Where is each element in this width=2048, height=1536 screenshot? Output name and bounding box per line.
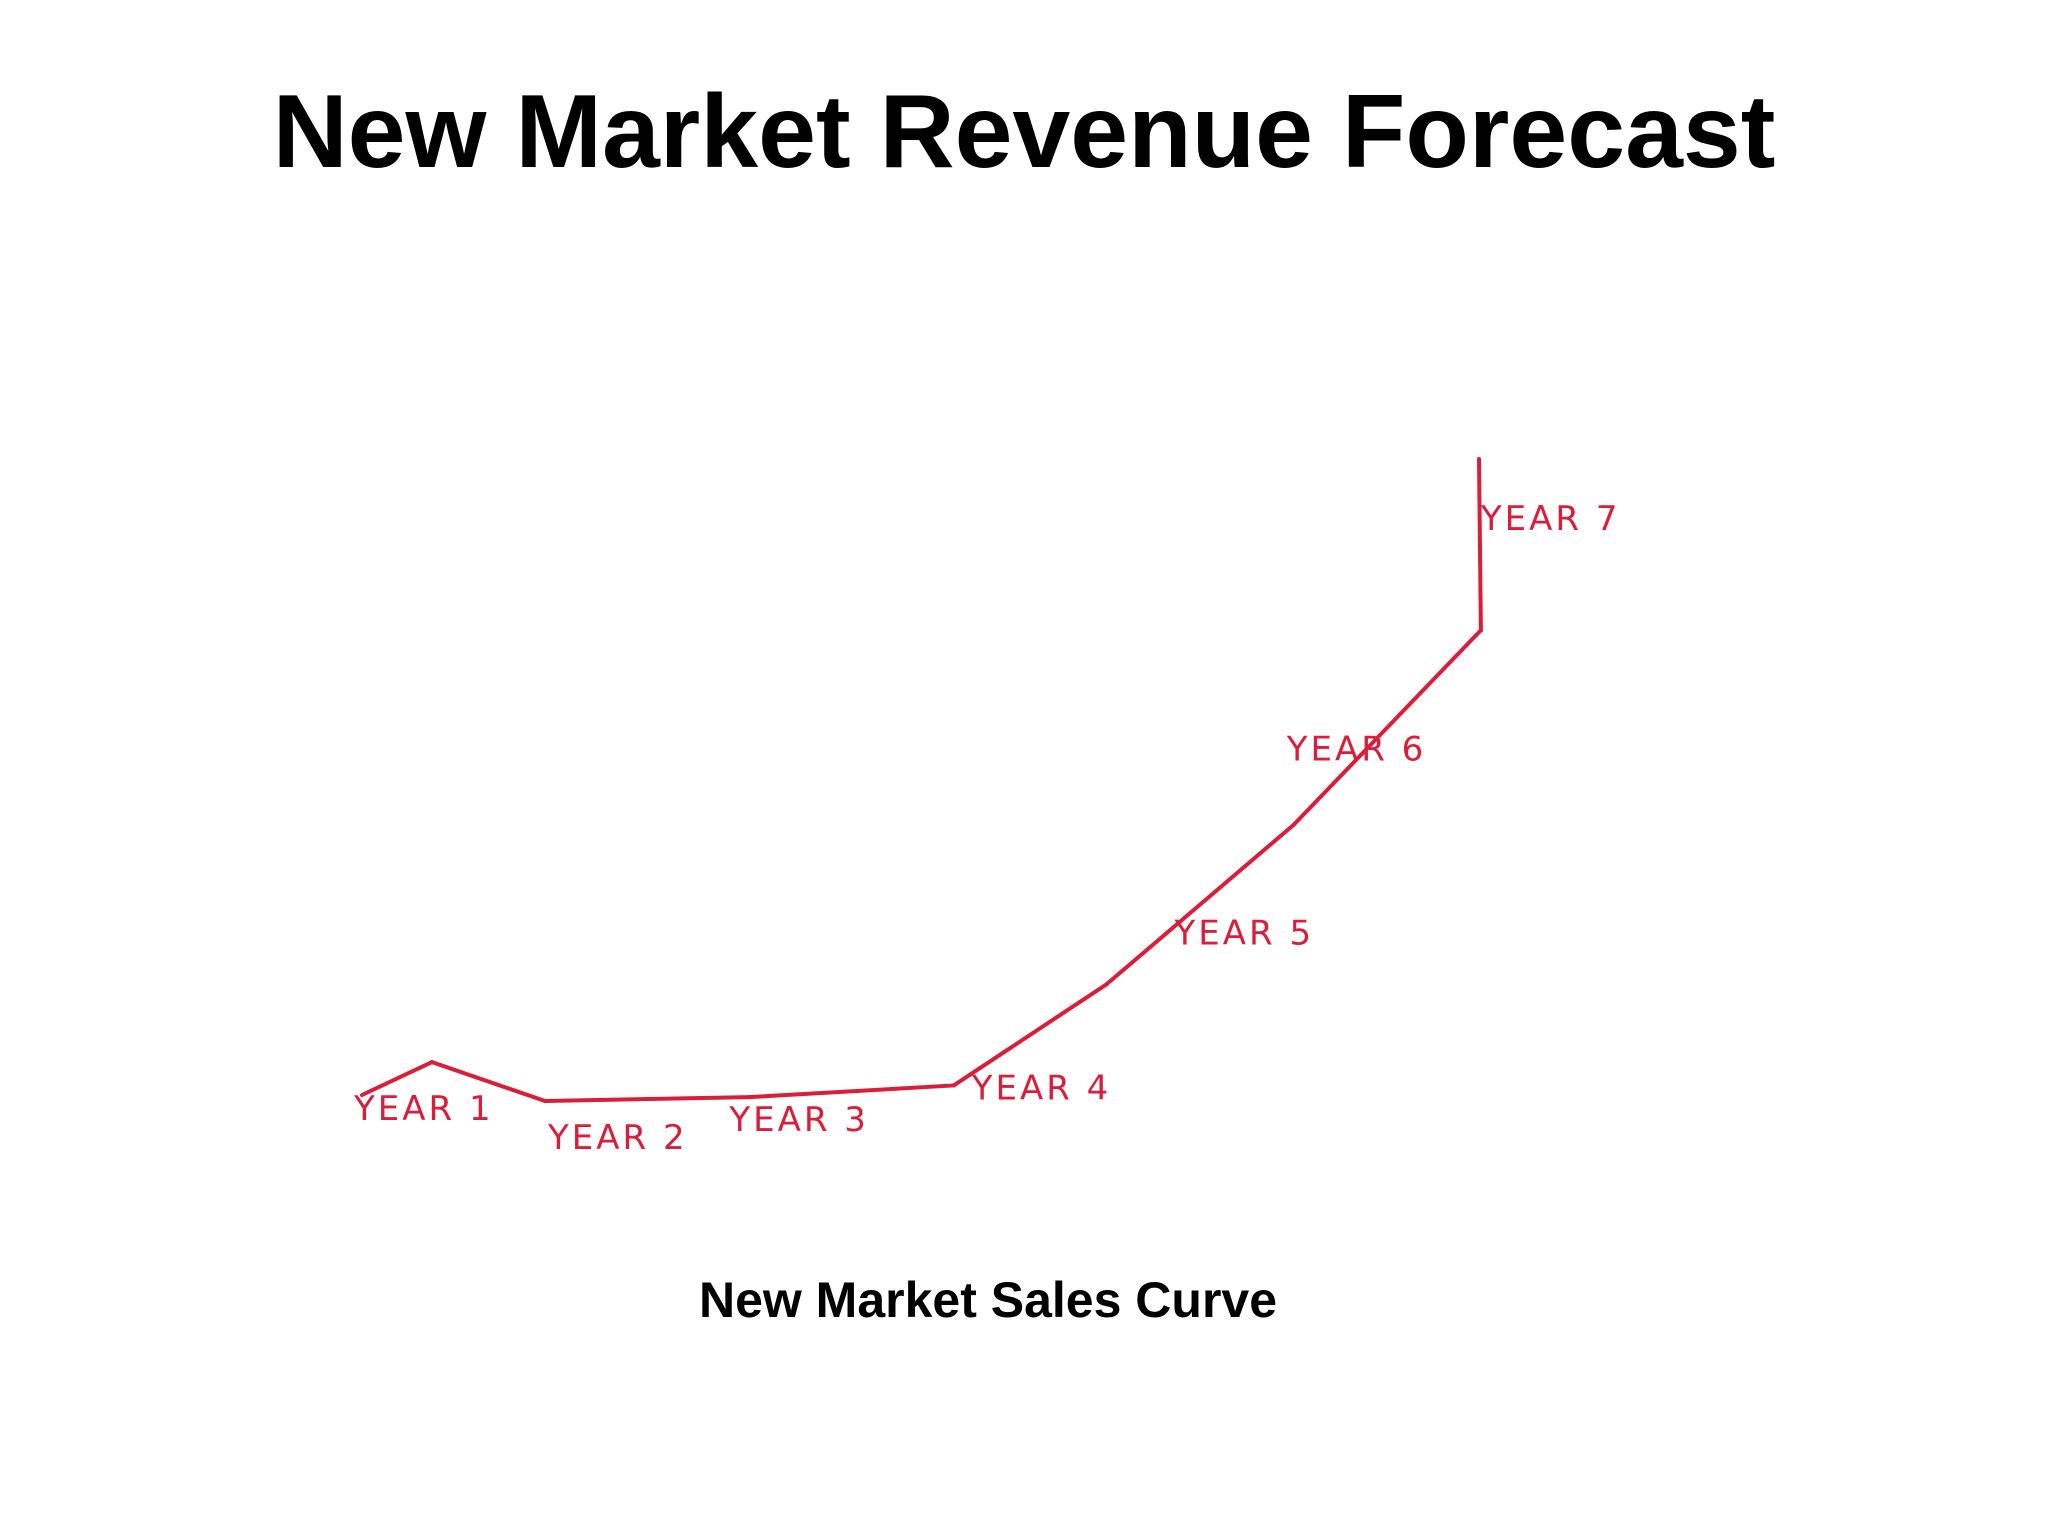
slide-title: New Market Revenue Forecast: [272, 74, 1776, 190]
series-line-segment-5: [951, 982, 1109, 1088]
year-label-7: YEAR 7: [1480, 499, 1621, 539]
data-point-year-4: [951, 1083, 956, 1088]
year-label-layer: YEAR 1 YEAR 2 YEAR 3 YEAR 4 YEAR 5 YEAR 6 YEAR…: [353, 499, 1621, 1158]
data-point-year-3: [747, 1095, 752, 1100]
year-label-4: YEAR 4: [971, 1068, 1112, 1108]
series-line-segment-4: [747, 1083, 956, 1100]
series-line-segment-6: [1104, 822, 1296, 987]
year-label-5: YEAR 5: [1174, 913, 1315, 953]
series-line-tail: [1477, 457, 1483, 633]
chart-caption: New Market Sales Curve: [698, 1272, 1278, 1328]
data-point-year-6: [1291, 822, 1296, 827]
data-point-year-1: [430, 1060, 434, 1065]
series-line-segment-2: [430, 1060, 547, 1103]
year-label-3: YEAR 3: [728, 1100, 869, 1140]
year-label-2: YEAR 2: [547, 1118, 688, 1158]
year-label-1: YEAR 1: [353, 1089, 494, 1129]
series-line-layer: [360, 457, 1483, 1103]
series-line-segment-7: [1291, 628, 1483, 827]
series-line-segment-1: [360, 1060, 434, 1097]
data-point-year-5: [1104, 982, 1109, 987]
data-point-year-2: [543, 1099, 547, 1103]
series-line-segment-3: [543, 1095, 752, 1103]
year-label-6: YEAR 6: [1286, 730, 1427, 770]
